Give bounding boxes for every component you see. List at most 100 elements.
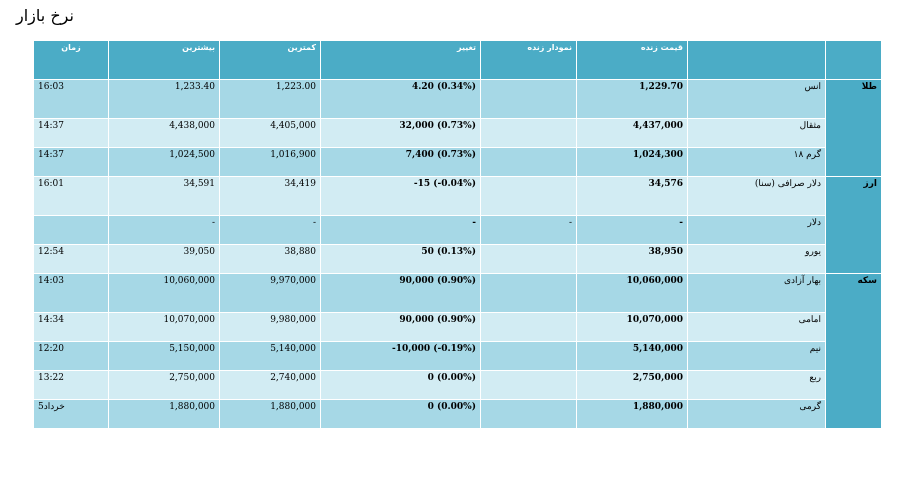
price-cell: 5,140,000 [576, 341, 688, 371]
change-cell: -10,000 (-0.19%) [320, 341, 481, 371]
low-cell: 4,405,000 [219, 118, 321, 148]
change-cell: - [320, 215, 481, 245]
live-chart-cell[interactable] [480, 399, 577, 429]
header-live-chart: نمودار زنده [480, 40, 577, 80]
group-label-gold: طلا [825, 79, 882, 177]
live-chart-cell[interactable] [480, 79, 577, 119]
price-cell: 2,750,000 [576, 370, 688, 400]
change-cell: 50 (0.13%) [320, 244, 481, 274]
low-cell: 34,419 [219, 176, 321, 216]
price-cell: 1,024,300 [576, 147, 688, 177]
table-row: 12:54 39,050 38,880 50 (0.13%) 38,950 یو… [33, 244, 882, 274]
low-cell: 2,740,000 [219, 370, 321, 400]
table-row: 16:01 34,591 34,419 -15 (-0.04%) 34,576 … [33, 176, 882, 274]
high-cell: 10,060,000 [108, 273, 220, 313]
page-title: نرخ بازار [16, 6, 74, 25]
item-name-cell: دلار [687, 215, 826, 245]
item-name-cell: انس [687, 79, 826, 119]
low-cell: - [219, 215, 321, 245]
change-cell: 7,400 (0.73%) [320, 147, 481, 177]
change-cell: -15 (-0.04%) [320, 176, 481, 216]
live-chart-cell[interactable] [480, 341, 577, 371]
high-cell: 2,750,000 [108, 370, 220, 400]
high-cell: 1,880,000 [108, 399, 220, 429]
time-cell: 12:20 [33, 341, 109, 371]
live-chart-cell[interactable]: - [480, 215, 577, 245]
table-header-row: زمان بیشترین کمترین تغییر نمودار زنده قی… [33, 40, 882, 80]
change-cell: 0 (0.00%) [320, 399, 481, 429]
price-cell: 10,060,000 [576, 273, 688, 313]
group-label-currency: ارز [825, 176, 882, 274]
table-row: 5خرداد 1,880,000 1,880,000 0 (0.00%) 1,8… [33, 399, 882, 429]
time-cell: 14:34 [33, 312, 109, 342]
low-cell: 1,016,900 [219, 147, 321, 177]
table-row: 14:34 10,070,000 9,980,000 90,000 (0.90%… [33, 312, 882, 342]
time-cell: 16:03 [33, 79, 109, 119]
low-cell: 1,880,000 [219, 399, 321, 429]
item-name-cell: نیم [687, 341, 826, 371]
header-low: کمترین [219, 40, 321, 80]
time-cell: 14:37 [33, 118, 109, 148]
table-row: 14:37 4,438,000 4,405,000 32,000 (0.73%)… [33, 118, 882, 148]
item-name-cell: بهار آزادی [687, 273, 826, 313]
market-rates-table: زمان بیشترین کمترین تغییر نمودار زنده قی… [33, 40, 882, 429]
high-cell: 34,591 [108, 176, 220, 216]
header-live-price: قیمت زنده [576, 40, 688, 80]
price-cell: 10,070,000 [576, 312, 688, 342]
live-chart-cell[interactable] [480, 273, 577, 313]
high-cell: 1,024,500 [108, 147, 220, 177]
price-cell: 4,437,000 [576, 118, 688, 148]
time-cell: 13:22 [33, 370, 109, 400]
high-cell: 10,070,000 [108, 312, 220, 342]
item-name-cell: امامی [687, 312, 826, 342]
live-chart-cell[interactable] [480, 312, 577, 342]
change-cell: 0 (0.00%) [320, 370, 481, 400]
item-name-cell: گرم ۱۸ [687, 147, 826, 177]
table-row: - - - - - دلار [33, 215, 882, 245]
time-cell: 16:01 [33, 176, 109, 216]
low-cell: 38,880 [219, 244, 321, 274]
item-name-cell: دلار صرافی (سنا) [687, 176, 826, 216]
change-cell: 90,000 (0.90%) [320, 312, 481, 342]
live-chart-cell[interactable] [480, 147, 577, 177]
high-cell: - [108, 215, 220, 245]
change-cell: 32,000 (0.73%) [320, 118, 481, 148]
time-cell: 14:37 [33, 147, 109, 177]
change-cell: 90,000 (0.90%) [320, 273, 481, 313]
table-row: 16:03 1,233.40 1,223.00 4.20 (0.34%) 1,2… [33, 79, 882, 177]
live-chart-cell[interactable] [480, 244, 577, 274]
time-cell [33, 215, 109, 245]
price-cell: 1,880,000 [576, 399, 688, 429]
item-name-cell: گرمی [687, 399, 826, 429]
item-name-cell: ربع [687, 370, 826, 400]
low-cell: 9,970,000 [219, 273, 321, 313]
header-time: زمان [33, 40, 109, 80]
price-cell: 34,576 [576, 176, 688, 216]
live-chart-cell[interactable] [480, 176, 577, 216]
header-name [687, 40, 826, 80]
header-change: تغییر [320, 40, 481, 80]
table-row: 13:22 2,750,000 2,740,000 0 (0.00%) 2,75… [33, 370, 882, 400]
price-cell: 1,229.70 [576, 79, 688, 119]
price-cell: - [576, 215, 688, 245]
table-row: 14:03 10,060,000 9,970,000 90,000 (0.90%… [33, 273, 882, 429]
live-chart-cell[interactable] [480, 118, 577, 148]
item-name-cell: یورو [687, 244, 826, 274]
table-row: 14:37 1,024,500 1,016,900 7,400 (0.73%) … [33, 147, 882, 177]
time-cell: 14:03 [33, 273, 109, 313]
high-cell: 1,233.40 [108, 79, 220, 119]
header-high: بیشترین [108, 40, 220, 80]
group-label-coin: سکه [825, 273, 882, 429]
high-cell: 5,150,000 [108, 341, 220, 371]
low-cell: 9,980,000 [219, 312, 321, 342]
low-cell: 1,223.00 [219, 79, 321, 119]
live-chart-cell[interactable] [480, 370, 577, 400]
header-group [825, 40, 882, 80]
change-cell: 4.20 (0.34%) [320, 79, 481, 119]
table-row: 12:20 5,150,000 5,140,000 -10,000 (-0.19… [33, 341, 882, 371]
item-name-cell: مثقال [687, 118, 826, 148]
high-cell: 4,438,000 [108, 118, 220, 148]
time-cell: 12:54 [33, 244, 109, 274]
price-cell: 38,950 [576, 244, 688, 274]
low-cell: 5,140,000 [219, 341, 321, 371]
